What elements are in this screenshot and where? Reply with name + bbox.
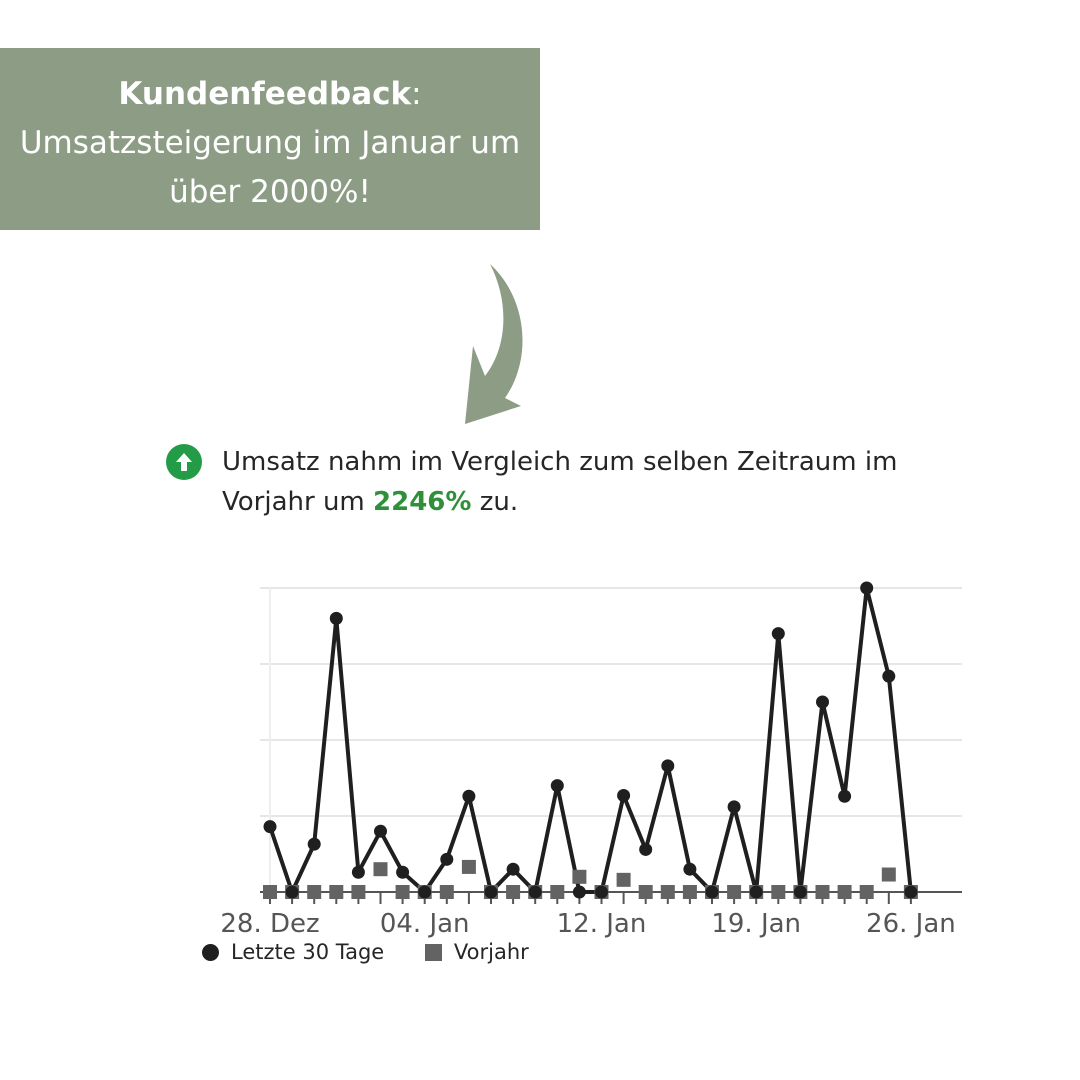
legend-item-previous: Vorjahr [424, 940, 529, 964]
data-point-previous [727, 885, 742, 899]
data-point-previous [771, 885, 786, 899]
data-point-current [749, 885, 763, 899]
growth-percentage: 2246% [373, 487, 472, 517]
x-tick-label: 26. Jan [866, 909, 956, 939]
banner-title-colon: : [411, 76, 422, 112]
data-point-previous [837, 885, 852, 899]
data-point-current [860, 581, 874, 595]
x-tick-label: 12. Jan [557, 909, 647, 939]
data-point-previous [881, 867, 896, 882]
banner-line-2: Umsatzsteigerung im Januar um [19, 125, 521, 161]
data-point-current [793, 885, 807, 899]
data-point-current [661, 759, 675, 773]
data-point-current [683, 862, 697, 876]
data-point-previous [307, 885, 322, 899]
legend-item-current: Letzte 30 Tage [202, 940, 384, 964]
chart-markers [263, 581, 918, 899]
data-point-previous [439, 885, 454, 899]
legend-circle-marker [202, 944, 219, 961]
data-point-current [550, 779, 564, 793]
headline-before: Umsatz nahm im Vergleich zum selben Zeit… [222, 447, 898, 517]
data-point-current [572, 885, 586, 899]
data-point-previous [373, 862, 388, 877]
data-point-previous [506, 885, 521, 899]
data-point-current [904, 885, 918, 899]
banner-title: Kundenfeedback [118, 76, 412, 112]
data-point-current [329, 611, 343, 625]
data-point-previous [550, 885, 565, 899]
x-tick-label: 19. Jan [711, 909, 801, 939]
data-point-current [882, 669, 896, 683]
data-point-previous [859, 885, 874, 899]
legend-square-marker [424, 944, 442, 961]
data-point-previous [682, 885, 697, 899]
x-tick-label: 04. Jan [380, 909, 470, 939]
banner-line-1: Kundenfeedback: [0, 70, 540, 119]
data-point-previous [263, 885, 277, 899]
data-point-previous [329, 885, 344, 899]
legend-label-previous: Vorjahr [453, 940, 529, 964]
data-point-current [374, 824, 387, 838]
chart-gridlines [260, 587, 962, 893]
data-point-current [418, 885, 432, 899]
data-point-previous [572, 869, 587, 884]
data-point-previous [616, 872, 631, 887]
data-point-current [617, 788, 631, 802]
data-point-current [528, 885, 542, 899]
data-point-current [727, 800, 741, 814]
x-tick-label: 28. Dez [220, 909, 319, 939]
chart-legend: Letzte 30 Tage Vorjahr [202, 940, 563, 970]
series-line-current [268, 586, 913, 894]
data-point-previous [461, 859, 476, 874]
data-point-previous [351, 885, 366, 899]
arrow-up-circle-icon [166, 444, 202, 480]
data-point-current [285, 885, 299, 899]
chart-series-lines [268, 586, 913, 894]
data-point-previous [660, 885, 675, 899]
data-point-current [440, 852, 454, 866]
feedback-banner: Kundenfeedback: Umsatzsteigerung im Janu… [0, 48, 540, 230]
data-point-current [838, 789, 852, 803]
data-point-current [351, 865, 365, 879]
legend-label-current: Letzte 30 Tage [231, 940, 385, 964]
data-point-previous [395, 885, 410, 899]
data-point-current [595, 885, 608, 899]
data-point-previous [815, 885, 830, 899]
data-point-current [263, 820, 277, 834]
data-point-current [639, 842, 653, 856]
data-point-current [396, 865, 410, 879]
x-axis-tick-labels: 28. Dez 04. Jan 12. Jan 19. Jan 26. Jan [220, 909, 955, 939]
banner-line-3: über 2000%! [169, 174, 371, 210]
curved-arrow-icon [465, 264, 523, 424]
data-point-current [462, 789, 476, 803]
data-point-current [484, 885, 498, 899]
data-point-current [705, 885, 719, 899]
headline-text: Umsatz nahm im Vergleich zum selben Zeit… [222, 442, 982, 522]
data-point-previous [638, 885, 653, 899]
headline-after: zu. [471, 487, 519, 517]
data-point-current [307, 837, 321, 851]
data-point-current [816, 695, 829, 709]
data-point-current [771, 627, 785, 641]
data-point-current [506, 862, 520, 876]
